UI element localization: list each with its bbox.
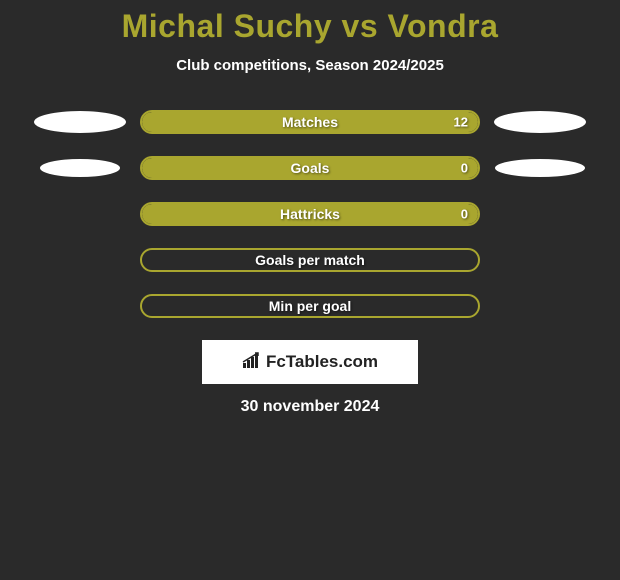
chart-icon bbox=[242, 351, 262, 374]
stat-label: Goals per match bbox=[255, 252, 365, 268]
main-container: Michal Suchy vs Vondra Club competitions… bbox=[0, 0, 620, 416]
left-indicator bbox=[20, 111, 140, 133]
stat-bar: Matches 12 bbox=[140, 110, 480, 134]
stat-label: Matches bbox=[282, 114, 338, 130]
ellipse-marker bbox=[34, 111, 126, 133]
right-indicator bbox=[480, 159, 600, 177]
ellipse-marker bbox=[40, 159, 120, 177]
branding-label: FcTables.com bbox=[242, 351, 378, 374]
stat-value: 0 bbox=[461, 161, 468, 176]
page-subtitle: Club competitions, Season 2024/2025 bbox=[0, 57, 620, 74]
ellipse-marker bbox=[495, 159, 585, 177]
stat-value: 12 bbox=[454, 115, 468, 130]
stat-label: Hattricks bbox=[280, 206, 340, 222]
page-title: Michal Suchy vs Vondra bbox=[0, 8, 620, 45]
stats-list: Matches 12 Goals 0 Hattricks 0 Goals per match… bbox=[0, 110, 620, 318]
left-indicator bbox=[20, 159, 140, 177]
ellipse-marker bbox=[494, 111, 586, 133]
stat-bar: Goals 0 bbox=[140, 156, 480, 180]
stat-value: 0 bbox=[461, 207, 468, 222]
branding-box: FcTables.com bbox=[202, 340, 418, 384]
stat-row: Min per goal bbox=[0, 294, 620, 318]
stat-bar: Goals per match bbox=[140, 248, 480, 272]
stat-label: Min per goal bbox=[269, 298, 351, 314]
stat-row: Hattricks 0 bbox=[0, 202, 620, 226]
stat-bar: Min per goal bbox=[140, 294, 480, 318]
stat-row: Goals 0 bbox=[0, 156, 620, 180]
branding-text: FcTables.com bbox=[266, 352, 378, 372]
stat-bar: Hattricks 0 bbox=[140, 202, 480, 226]
footer-date: 30 november 2024 bbox=[0, 398, 620, 416]
stat-row: Matches 12 bbox=[0, 110, 620, 134]
stat-label: Goals bbox=[291, 160, 330, 176]
stat-row: Goals per match bbox=[0, 248, 620, 272]
right-indicator bbox=[480, 111, 600, 133]
